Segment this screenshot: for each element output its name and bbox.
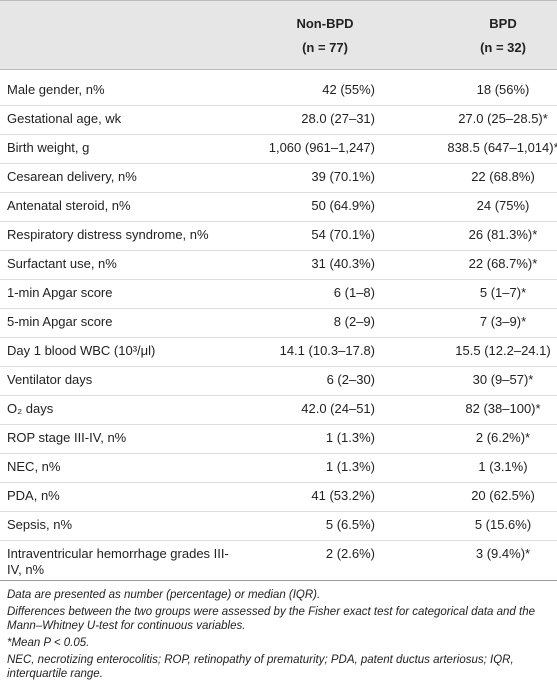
non-bpd-value: 14.1 (10.3–17.8) [279,343,375,358]
non-bpd-value: 1 (1.3%) [325,430,375,445]
bpd-value: 15.5 (12.2–24.1) [455,343,551,358]
non-bpd-value: 6 (2–30) [326,372,375,387]
row-label: 5-min Apgar score [7,314,113,329]
non-bpd-value: 8 (2–9) [333,314,375,329]
bpd-value: 7 (3–9)* [479,314,527,329]
row-label: Antenatal steroid, n% [7,198,131,213]
row-divider [0,105,557,106]
column-name: Non-BPD [296,16,354,31]
row-divider [0,395,557,396]
bpd-value: 3 (9.4%)* [475,546,531,561]
row-label: Surfactant use, n% [7,256,117,271]
row-divider [0,163,557,164]
bpd-value: 22 (68.8%) [471,169,535,184]
row-divider [0,453,557,454]
non-bpd-value: 28.0 (27–31) [301,111,375,126]
bpd-value: 5 (1–7)* [479,285,527,300]
row-divider [0,366,557,367]
row-divider [0,482,557,483]
non-bpd-value: 39 (70.1%) [311,169,375,184]
row-divider [0,192,557,193]
bpd-value: 24 (75%) [476,198,530,213]
non-bpd-value: 42 (55%) [322,82,375,97]
non-bpd-value: 50 (64.9%) [311,198,375,213]
row-divider [0,134,557,135]
row-divider [0,250,557,251]
row-divider [0,279,557,280]
non-bpd-value: 1,060 (961–1,247) [268,140,375,155]
column-count: (n = 77) [302,40,348,55]
bpd-value: 27.0 (25–28.5)* [458,111,548,126]
bpd-value: 22 (68.7%)* [468,256,538,271]
row-label: Sepsis, n% [7,517,73,532]
non-bpd-value: 1 (1.3%) [325,459,375,474]
bpd-value: 26 (81.3%)* [468,227,538,242]
row-divider [0,580,557,581]
footnote: Differences between the two groups were … [7,606,536,632]
row-divider [0,540,557,541]
row-label: ROP stage III-IV, n% [7,430,127,445]
row-label: Gestational age, wk [7,111,122,126]
row-label: Birth weight, g [7,140,90,155]
row-label: Male gender, n% [7,82,105,97]
row-label: Ventilator days [7,372,93,387]
row-divider [0,221,557,222]
row-label: Intraventricular hemorrhage grades III-I… [7,546,229,577]
row-divider [0,337,557,338]
non-bpd-value: 6 (1–8) [333,285,375,300]
non-bpd-value: 5 (6.5%) [325,517,375,532]
bpd-value: 2 (6.2%)* [475,430,531,445]
non-bpd-value: 54 (70.1%) [311,227,375,242]
bpd-value: 18 (56%) [476,82,530,97]
footnote: NEC, necrotizing enterocolitis; ROP, ret… [7,654,514,680]
row-label: 1-min Apgar score [7,285,113,300]
bpd-value: 5 (15.6%) [474,517,532,532]
non-bpd-value: 31 (40.3%) [311,256,375,271]
bpd-value: 838.5 (647–1,014)* [447,140,557,155]
row-label: Day 1 blood WBC (10³/μl) [7,343,156,358]
column-name: BPD [489,16,517,31]
row-divider [0,424,557,425]
bpd-value: 1 (3.1%) [478,459,528,474]
bpd-value: 30 (9–57)* [472,372,534,387]
row-label: PDA, n% [7,488,60,503]
row-divider [0,308,557,309]
row-label: Cesarean delivery, n% [7,169,137,184]
column-count: (n = 32) [480,40,526,55]
footnote: *Mean P < 0.05. [7,637,90,649]
bpd-value: 20 (62.5%) [471,488,535,503]
row-label: O₂ days [7,401,54,416]
row-label: NEC, n% [7,459,61,474]
non-bpd-value: 2 (2.6%) [325,546,375,561]
row-label: Respiratory distress syndrome, n% [7,227,209,242]
non-bpd-value: 42.0 (24–51) [301,401,375,416]
non-bpd-value: 41 (53.2%) [311,488,375,503]
row-divider [0,511,557,512]
bpd-value: 82 (38–100)* [465,401,541,416]
table-header [0,0,557,70]
footnote: Data are presented as number (percentage… [7,589,321,601]
